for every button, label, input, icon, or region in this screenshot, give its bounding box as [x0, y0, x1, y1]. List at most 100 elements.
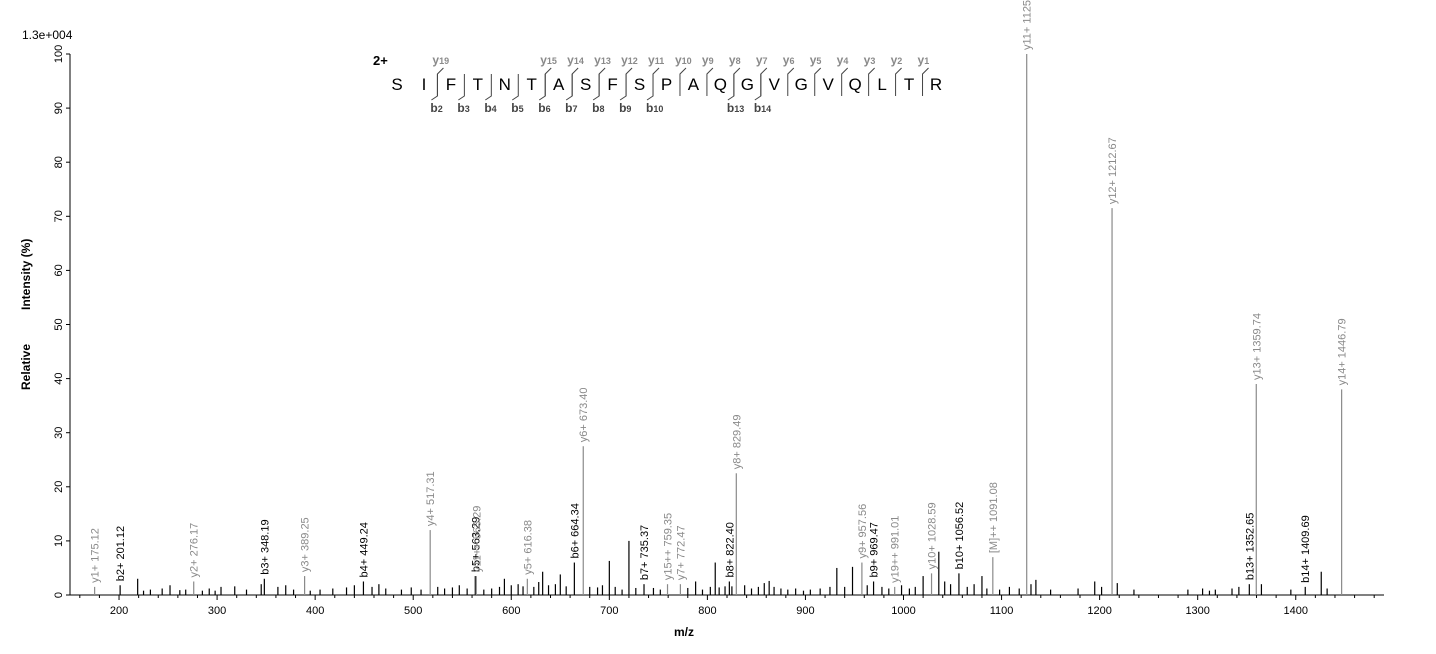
b-fragment-mark-2 [431, 74, 438, 101]
y-tick-label-20: 20 [53, 481, 65, 493]
b-fragment-label-6: b6 [538, 101, 550, 115]
peak-label-13: y15++ 759.35 [663, 513, 675, 580]
b-fragment-label-9: b9 [619, 101, 631, 115]
peak-label-11: y6+ 673.40 [578, 387, 590, 442]
y-axis-title: Relative Intensity (%) [19, 239, 33, 390]
y-fragment-mark-2 [895, 67, 902, 96]
peak-label-17: y9+ 957.56 [857, 504, 869, 559]
y-tick-label-40: 40 [53, 372, 65, 384]
y-fragment-label-7: y7 [756, 53, 768, 67]
y-fragment-label-15: y15 [540, 53, 557, 67]
x-tick-label-300: 300 [208, 605, 226, 617]
b-fragment-label-5: b5 [511, 101, 523, 115]
y-fragment-mark-12 [625, 67, 633, 96]
peak-label-2: y2+ 276.17 [189, 523, 201, 578]
y-axis-title-part-intensity: Intensity (%) [19, 239, 33, 310]
y-fragment-label-14: y14 [567, 53, 584, 67]
b-fragment-label-8: b8 [592, 101, 604, 115]
y-fragment-mark-8 [733, 67, 741, 96]
y-fragment-label-19: y19 [432, 53, 449, 67]
y-fragment-mark-5 [814, 67, 822, 96]
y-fragment-mark-11 [652, 67, 660, 96]
annotated-peaks: y1+ 175.12 b2+ 201.12 y2+ 276.17 b3+ 348.19… [90, 0, 1349, 595]
y-fragment-label-3: y3 [864, 53, 876, 67]
y-tick-label-30: 30 [53, 427, 65, 439]
peak-label-0: y1+ 175.12 [90, 528, 102, 583]
y-fragment-label-10: y10 [675, 53, 692, 67]
peak-label-5: b4+ 449.24 [358, 522, 370, 577]
b-fragment-label-7: b7 [565, 101, 577, 115]
residue-18: L [877, 75, 886, 94]
peak-label-12: b7+ 735.37 [639, 525, 651, 580]
residue-1: I [422, 75, 427, 94]
residue-2: F [446, 75, 456, 94]
b-fragment-mark-9 [619, 74, 627, 101]
b-fragment-mark-14 [754, 74, 762, 101]
residue-5: T [527, 75, 537, 94]
intensity-scale-label: 1.3e+004 [22, 28, 73, 42]
y-fragment-mark-15 [544, 67, 552, 96]
x-tick-label-400: 400 [306, 605, 324, 617]
peak-label-24: y12+ 1212.67 [1107, 137, 1119, 204]
x-tick-label-700: 700 [600, 605, 618, 617]
y-fragment-label-4: y4 [837, 53, 849, 67]
x-tick-label-1400: 1400 [1284, 605, 1308, 617]
y-fragment-mark-1 [922, 67, 929, 96]
peak-label-15: b8+ 822.40 [724, 522, 736, 577]
y-tick-label-80: 80 [53, 156, 65, 168]
residue-17: Q [849, 75, 862, 94]
b-fragment-label-2: b2 [430, 101, 442, 115]
residue-12: Q [714, 75, 727, 94]
y-tick-label-10: 10 [53, 535, 65, 547]
peak-label-27: b14+ 1409.69 [1300, 515, 1312, 583]
y-fragment-label-6: y6 [783, 53, 795, 67]
peak-label-26: y13+ 1359.74 [1251, 313, 1263, 380]
y-fragment-label-12: y12 [621, 53, 638, 67]
peak-label-20: y10+ 1028.59 [927, 502, 939, 569]
y-fragment-label-5: y5 [810, 53, 822, 67]
y-fragment-label-11: y11 [648, 53, 664, 67]
residue-4: N [499, 75, 511, 94]
y-fragment-label-13: y13 [594, 53, 611, 67]
peak-label-18: b9+ 969.47 [869, 522, 881, 577]
residue-10: P [661, 75, 672, 94]
residue-16: V [823, 75, 835, 94]
y-fragment-label-1: y1 [918, 53, 930, 67]
b-fragment-mark-6 [538, 74, 546, 101]
y-tick-label-90: 90 [53, 102, 65, 114]
y-fragment-mark-4 [841, 67, 849, 96]
y-fragment-mark-19 [436, 67, 444, 96]
b-fragment-label-13: b13 [727, 101, 744, 115]
x-tick-label-500: 500 [404, 605, 422, 617]
residue-6: A [553, 75, 565, 94]
minor-peaks [137, 540, 1328, 595]
b-fragment-label-4: b4 [484, 101, 496, 115]
y-fragment-mark-14 [571, 67, 579, 96]
peak-label-28: y14+ 1446.79 [1337, 318, 1349, 385]
peak-label-22: [M]++ 1091.08 [988, 482, 1000, 553]
x-axis-title: m/z [674, 625, 694, 639]
charge-state-label: 2+ [373, 53, 388, 68]
x-tick-label-1100: 1100 [990, 605, 1014, 617]
b-fragment-mark-7 [565, 74, 573, 101]
x-tick-label-1200: 1200 [1087, 605, 1111, 617]
b-fragment-mark-13 [727, 74, 735, 101]
b-fragment-label-10: b10 [646, 101, 663, 115]
peak-label-21: b10+ 1056.52 [954, 502, 966, 570]
y-fragment-mark-10 [679, 67, 687, 96]
residue-0: S [391, 75, 402, 94]
y-fragment-mark-9 [706, 67, 714, 96]
b-fragment-mark-3 [458, 74, 465, 101]
peak-label-10: b6+ 664.34 [569, 503, 581, 558]
peak-label-23: y11+ 1125.64 [1022, 0, 1034, 50]
y-fragment-mark-6 [787, 67, 795, 96]
peak-label-7: b5+ 563.29 [470, 517, 482, 572]
residue-19: T [904, 75, 914, 94]
peak-label-3: b3+ 348.19 [259, 519, 271, 574]
b-fragment-label-14: b14 [754, 101, 771, 115]
y-fragment-mark-3 [868, 67, 875, 96]
y-tick-label-50: 50 [53, 318, 65, 330]
x-tick-label-1300: 1300 [1185, 605, 1209, 617]
peak-label-9: y5+ 616.38 [522, 520, 534, 575]
